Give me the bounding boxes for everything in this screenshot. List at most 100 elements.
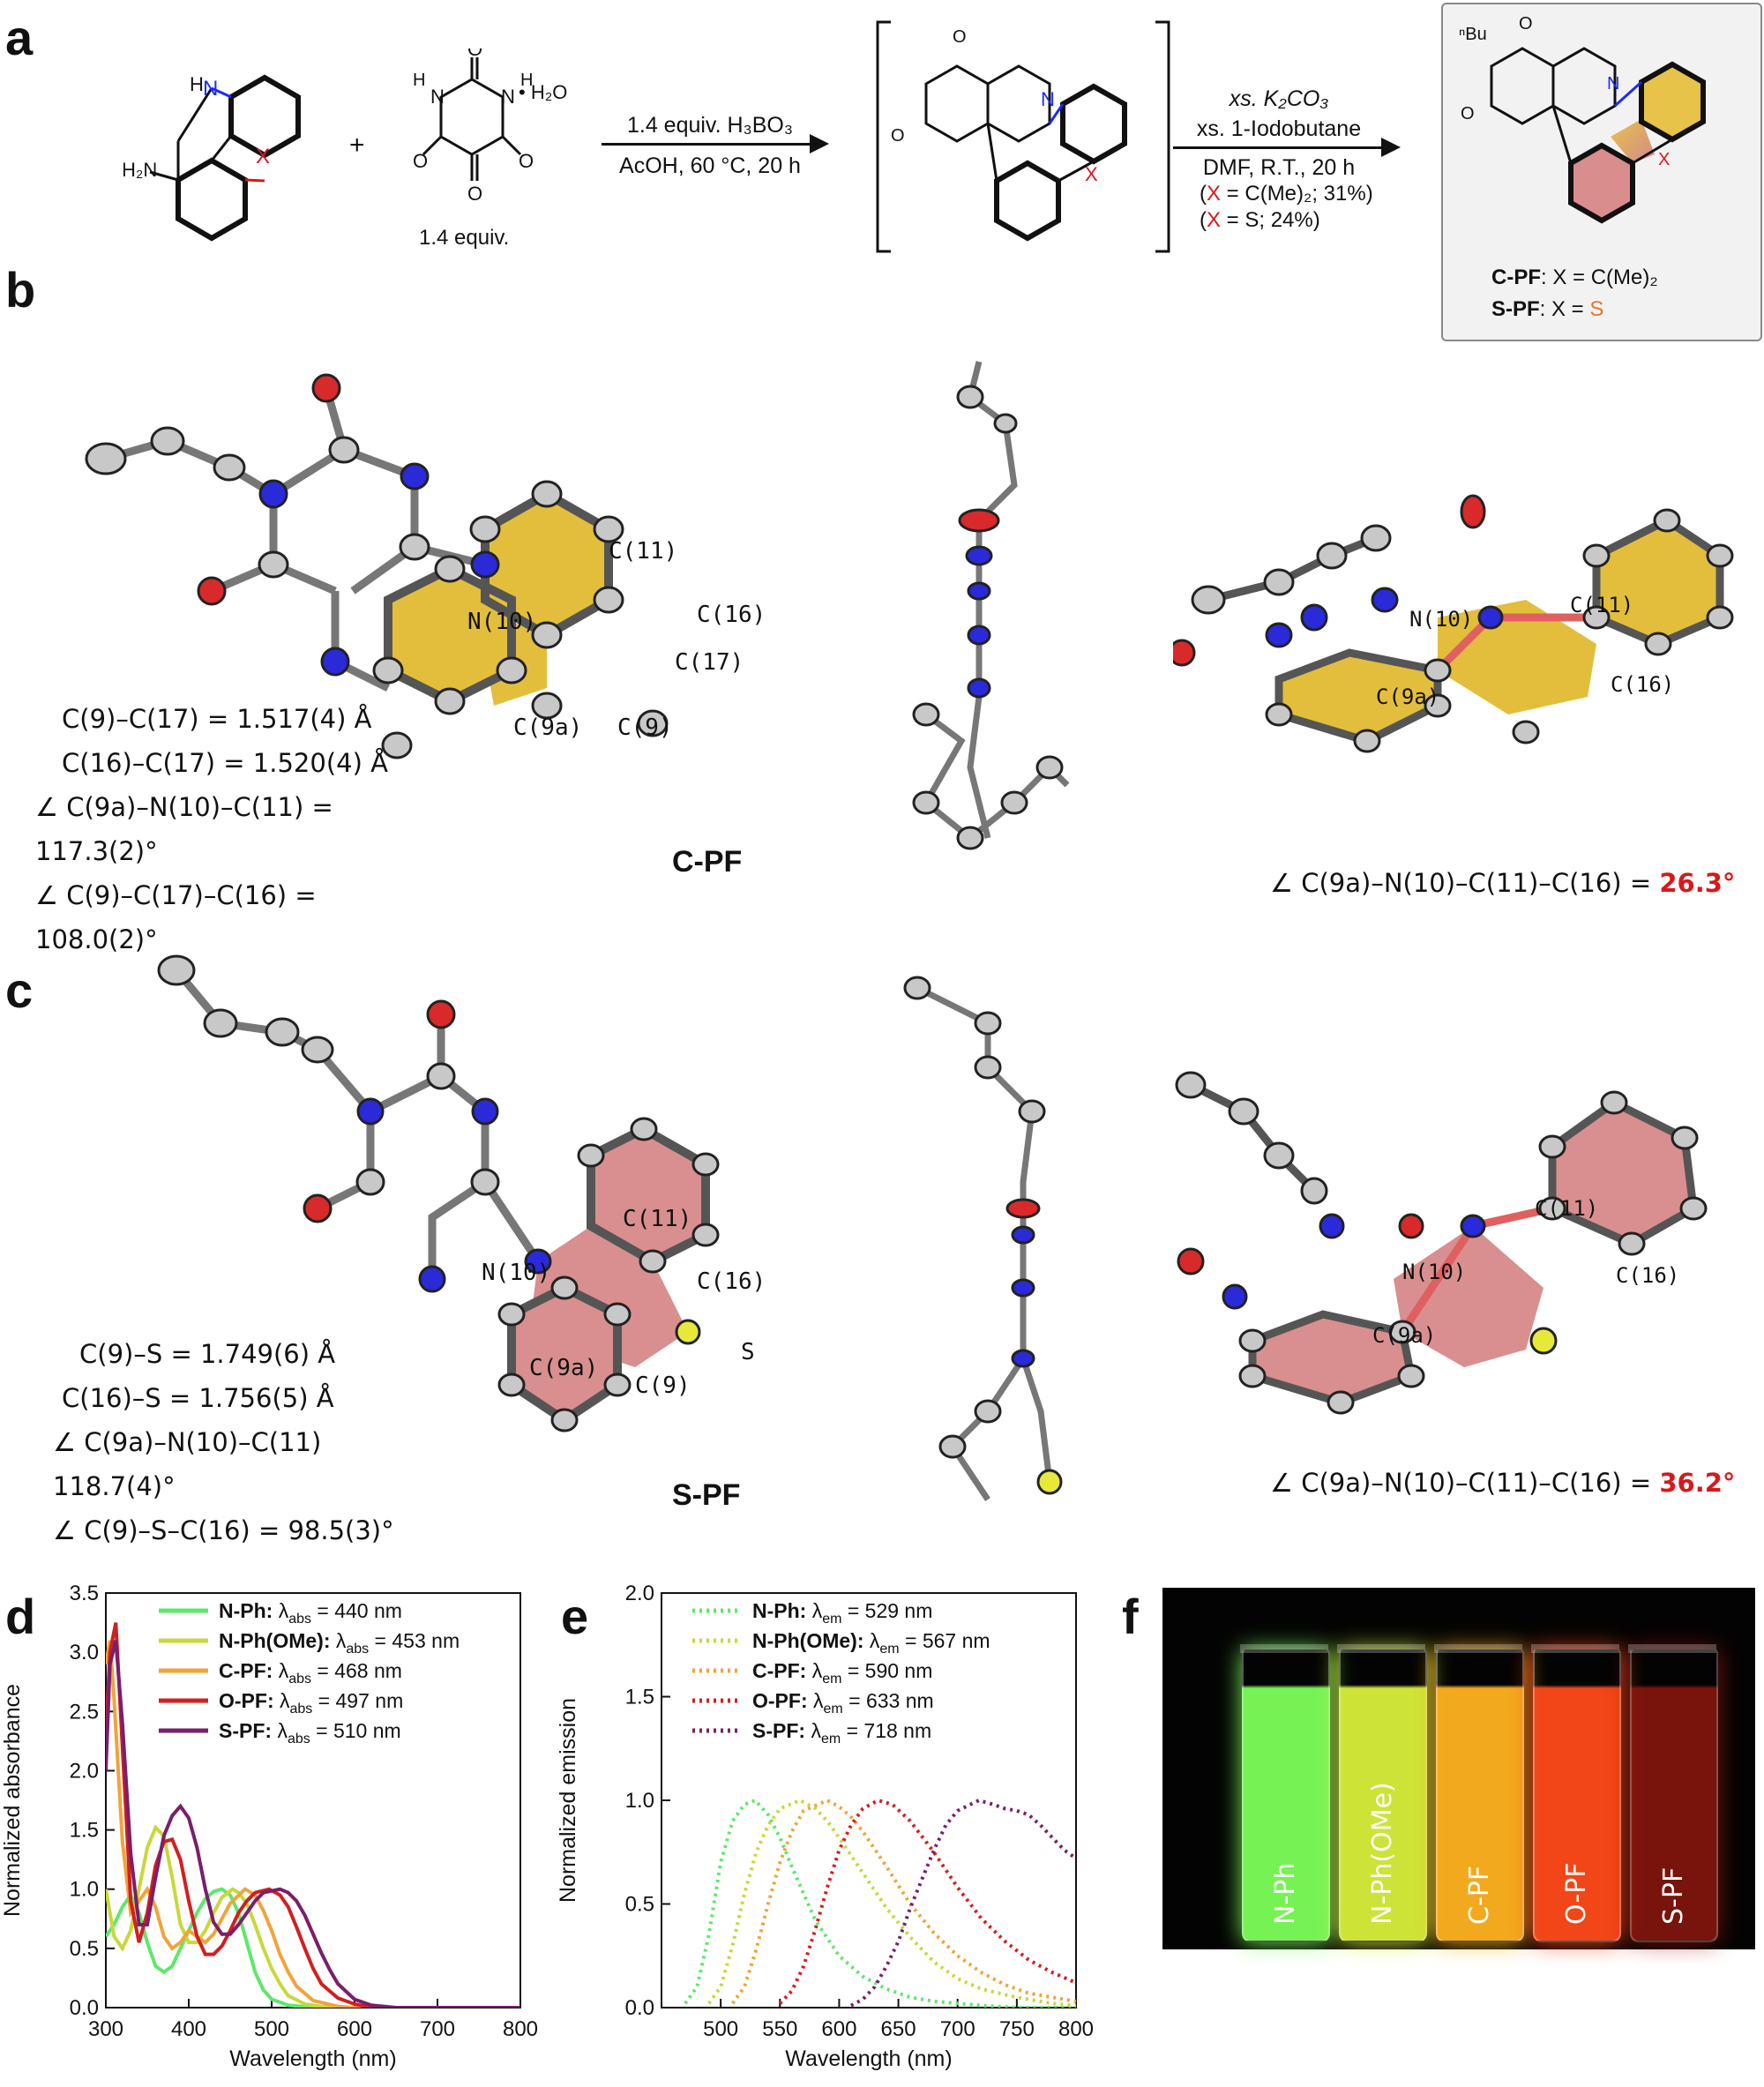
legend-entry: N-Ph(OMe): λabs = 453 nm (219, 1629, 460, 1657)
s-pf-top-view (1175, 1071, 1708, 1415)
legend-entry: C-PF: λabs = 468 nm (219, 1659, 402, 1687)
svg-text:O: O (467, 49, 482, 60)
x-tick-label: 800 (1058, 2017, 1094, 2041)
label-s-c: S (741, 1339, 755, 1365)
x-tick-label: 600 (821, 2017, 856, 2041)
x-tick-label: 550 (762, 2017, 797, 2041)
label-c9a-b: C(9a) (513, 714, 583, 741)
c-pf-name: C-PF (672, 845, 743, 879)
plus-sign: + (349, 131, 365, 160)
series-line (106, 1640, 520, 2008)
arrow-1 (602, 143, 811, 146)
vial-label: N-Ph (1270, 1862, 1301, 1925)
label-n10-c: N(10) (482, 1260, 551, 1286)
legend-entry: N-Ph: λem = 529 nm (752, 1599, 932, 1627)
product-c-label: C-PF: X = C(Me)₂ (1491, 266, 1658, 289)
label-c9a-c-right: C(9a) (1372, 1323, 1437, 1348)
geometry-line: C(9)–C(17) = 1.517(4) Å (62, 704, 372, 734)
alloxan-equiv: 1.4 equiv. (419, 226, 510, 250)
x-axis-label: Wavelength (nm) (229, 2046, 396, 2071)
alloxan-h2: H (520, 71, 533, 90)
legend-entry: N-Ph(OMe): λem = 567 nm (752, 1629, 990, 1657)
alloxan-hydrate: • H₂O (519, 81, 568, 103)
label-c17-b: C(17) (675, 649, 744, 676)
reactant1-x-label: X (256, 145, 270, 168)
legend-entry: O-PF: λem = 633 nm (752, 1689, 934, 1717)
svg-text:N: N (430, 86, 445, 108)
alloxan-structure: O O O O N N H H (413, 49, 534, 205)
step2-line3: DMF, R.T., 20 h (1202, 155, 1356, 180)
label-c11-c-right: C(11) (1535, 1196, 1599, 1221)
c-pf-top-view (1173, 494, 1734, 753)
step1-bottom: AcOH, 60 °C, 20 h (619, 153, 801, 178)
y-tick-label: 1.5 (625, 1686, 654, 1709)
step2-line1: xs. K₂CO₃ (1229, 86, 1329, 111)
reactant1-nh2-label: H₂N (123, 159, 157, 181)
geometry-line: C(9)–S = 1.749(6) Å (79, 1339, 336, 1369)
vial-photo: N-Ph N-Ph(OMe) C-PF O-PF S-PF (1162, 1588, 1755, 1949)
x-axis-label: Wavelength (nm) (785, 2046, 952, 2071)
x-tick-label: 750 (999, 2017, 1035, 2041)
geometry-line: C(16)–S = 1.756(5) Å (62, 1383, 334, 1413)
arrow-1-head (810, 134, 829, 153)
label-c11-b: C(11) (609, 538, 678, 565)
y-tick-label: 0.5 (625, 1893, 654, 1917)
nbu-label: ⁿBu (1459, 25, 1487, 44)
svg-text:O: O (891, 126, 905, 146)
legend-entry: O-PF: λabs = 497 nm (219, 1689, 403, 1717)
svg-text:O: O (519, 150, 534, 172)
vial-rim (1434, 1644, 1522, 1653)
panel-label-a: a (5, 10, 34, 65)
x-tick-label: 300 (88, 2017, 123, 2041)
svg-text:O: O (1461, 104, 1475, 123)
c-pf-dihedral: ∠ C(9a)–N(10)–C(11)–C(16) = 26.3° (1270, 868, 1736, 898)
vial (1436, 1649, 1524, 1942)
panel-label-b: b (5, 262, 36, 318)
series-line (778, 1798, 1076, 2005)
y-axis-label: Normalized absorbance (0, 1684, 25, 1917)
x-tick-label: 650 (881, 2017, 916, 2041)
emission-chart: 500 550 600 650 700 750 800 0.0 0.5 1.0 1.5 2.0 Wave… (556, 1582, 1094, 2071)
y-tick-label: 1.5 (70, 1819, 99, 1843)
legend-entry: S-PF: λabs = 510 nm (219, 1719, 401, 1747)
series-line (106, 1824, 520, 2008)
alloxan-h1: H (413, 71, 425, 90)
y-axis-label: Normalized emission (556, 1698, 580, 1903)
vial (1533, 1649, 1621, 1942)
vial-rim (1240, 1644, 1328, 1653)
vial-rim (1531, 1644, 1619, 1653)
label-c11-c: C(11) (623, 1206, 692, 1232)
x-tick-label: 400 (171, 2017, 206, 2041)
geometry-line: ∠ C(9a)–N(10)–C(11) = 117.3(2)° (35, 792, 333, 866)
y-tick-label: 1.0 (70, 1878, 99, 1902)
y-tick-label: 2.0 (625, 1582, 654, 1605)
x-tick-label: 700 (940, 2017, 975, 2041)
label-c16-c: C(16) (697, 1268, 766, 1295)
product-structure: N X O O ⁿBu (1459, 14, 1706, 224)
s-pf-crystal-structure (157, 954, 720, 1432)
arrow-2-head (1381, 138, 1401, 157)
legend-entry: N-Ph: λabs = 440 nm (219, 1599, 402, 1627)
panel-label-f: f (1122, 1589, 1139, 1644)
panel-label-e: e (561, 1589, 589, 1644)
vial-label: S-PF (1658, 1866, 1689, 1925)
svg-text:X: X (1085, 163, 1098, 185)
absorbance-chart: 300 400 500 600 700 800 0.0 0.5 1.0 1.5 2.0 2.5 3.0 3… (0, 1582, 538, 2071)
series-line (106, 1622, 520, 2008)
svg-text:O: O (1519, 14, 1533, 34)
c-pf-crystal-structure (85, 373, 669, 759)
step2-yield-c: (X = C(Me)₂; 31%) (1200, 182, 1373, 206)
y-tick-label: 0.0 (70, 1996, 99, 2020)
svg-text:O: O (413, 150, 428, 172)
svg-text:X: X (1658, 150, 1670, 169)
series-line (730, 1798, 1076, 2005)
step2-line2: xs. 1-Iodobutane (1196, 116, 1362, 141)
label-c16-b-right: C(16) (1611, 672, 1675, 697)
s-pf-side-view (903, 976, 1063, 1501)
y-tick-label: 0.5 (70, 1937, 99, 1961)
geometry-line: ∠ C(9)–C(17)–C(16) = 108.0(2)° (35, 880, 317, 954)
vial (1630, 1649, 1718, 1942)
intermediate-structure: N X O O (876, 20, 1170, 253)
product-s-label: S-PF: X = S (1491, 297, 1604, 321)
vial (1339, 1649, 1427, 1942)
